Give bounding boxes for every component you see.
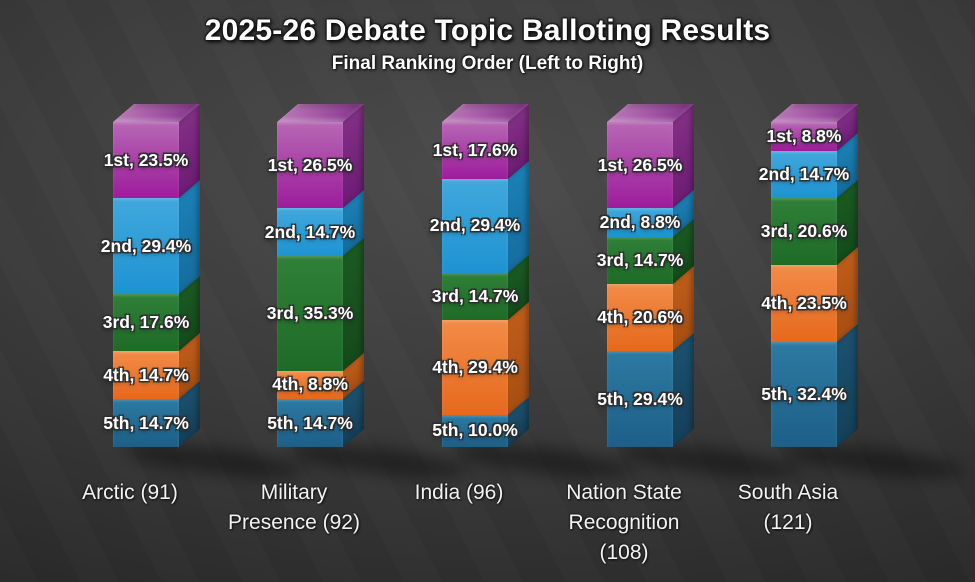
- category-label: Arctic (91): [42, 478, 218, 508]
- bar-front-segment: 2nd, 14.7%: [759, 150, 849, 199]
- bar-segment-label: 3rd, 20.6%: [760, 221, 848, 242]
- category-label: Military Presence (92): [206, 478, 382, 538]
- chart-subtitle: Final Ranking Order (Left to Right): [331, 53, 644, 74]
- bar-segment-label: 5th, 32.4%: [761, 383, 847, 404]
- category-label-line: South Asia: [737, 481, 839, 504]
- bar-front-segment: 5th, 29.4%: [597, 351, 683, 447]
- category-label-line: (108): [599, 541, 649, 564]
- bar-segment-label: 4th, 20.6%: [597, 307, 683, 328]
- bar-column: 1st, 23.5% 2nd, 29.4% 3rd, 17.6% 4th, 14.7%…: [101, 104, 201, 447]
- bar-front-segment: 3rd, 17.6%: [103, 294, 189, 352]
- bar-front-segment: 4th, 8.8%: [272, 370, 348, 400]
- bar-front-segment: 1st, 23.5%: [104, 122, 188, 199]
- bar-front-segment: 1st, 26.5%: [268, 122, 352, 209]
- bar-segment-label: 4th, 8.8%: [272, 374, 348, 395]
- bar-column: 1st, 17.6% 2nd, 29.4% 3rd, 14.7% 4th, 29.4%…: [430, 104, 530, 447]
- bar-segment-label: 1st, 17.6%: [432, 139, 518, 160]
- category-label-line: Arctic (91): [82, 481, 178, 504]
- bar-segment-label: 2nd, 29.4%: [100, 235, 192, 256]
- bar-front-segment: 2nd, 8.8%: [600, 208, 680, 237]
- bar-front-segment: 4th, 29.4%: [432, 320, 518, 415]
- bar-segment-label: 1st, 26.5%: [267, 154, 353, 175]
- bar-column: 1st, 8.8% 2nd, 14.7% 3rd, 20.6% 4th, 23.5% 5…: [759, 104, 859, 447]
- bar-front-face: 1st, 26.5% 2nd, 14.7% 3rd, 35.3% 4th, 8.8% 5…: [265, 122, 355, 447]
- chart-title: 2025-26 Debate Topic Balloting Results: [204, 14, 771, 47]
- bar-front-segment: 1st, 26.5%: [598, 122, 682, 209]
- category-label-line: Military: [260, 481, 328, 504]
- category-label: South Asia (121): [700, 478, 876, 538]
- bar-column: 1st, 26.5% 2nd, 8.8% 3rd, 14.7% 4th, 20.6% 5…: [597, 104, 695, 447]
- bar-segment-label: 2nd, 8.8%: [599, 211, 681, 232]
- category-label-line: Recognition: [568, 511, 680, 534]
- bar-front-segment: 3rd, 14.7%: [432, 273, 518, 321]
- category-label: Nation State Recognition (108): [536, 478, 712, 568]
- category-label-line: Presence (92): [228, 511, 360, 534]
- bar-front-segment: 3rd, 20.6%: [761, 198, 847, 266]
- bar-front-segment: 2nd, 14.7%: [265, 208, 355, 256]
- bar-segment-label: 1st, 26.5%: [597, 154, 683, 175]
- bar-segment-label: 3rd, 35.3%: [266, 302, 354, 323]
- bar-front-segment: 4th, 23.5%: [761, 265, 847, 342]
- bar-segment-label: 3rd, 14.7%: [596, 250, 684, 271]
- bar-front-face: 1st, 26.5% 2nd, 8.8% 3rd, 14.7% 4th, 20.6% 5…: [597, 122, 683, 447]
- bar-front-segment: 2nd, 29.4%: [101, 198, 191, 295]
- bar-segment-label: 4th, 14.7%: [103, 364, 189, 385]
- category-label-line: India (96): [414, 481, 504, 504]
- bar-segment-label: 5th, 10.0%: [432, 420, 518, 441]
- bar-segment-label: 2nd, 29.4%: [429, 215, 521, 236]
- bar-front-face: 1st, 17.6% 2nd, 29.4% 3rd, 14.7% 4th, 29.4%…: [430, 122, 520, 447]
- category-label: India (96): [371, 478, 547, 508]
- bar-segment-label: 5th, 14.7%: [103, 412, 189, 433]
- bar-segment-label: 4th, 23.5%: [761, 292, 847, 313]
- bar-front-segment: 2nd, 29.4%: [430, 178, 520, 274]
- bar-segment-label: 5th, 14.7%: [267, 412, 353, 433]
- bar-front-segment: 1st, 8.8%: [767, 122, 841, 151]
- title-block: 2025-26 Debate Topic Balloting Results F…: [0, 14, 975, 75]
- bar-segment-label: 1st, 23.5%: [103, 149, 189, 170]
- bar-front-face: 1st, 23.5% 2nd, 29.4% 3rd, 17.6% 4th, 14.7%…: [101, 122, 191, 447]
- bar-front-face: 1st, 8.8% 2nd, 14.7% 3rd, 20.6% 4th, 23.5% 5…: [759, 122, 849, 447]
- bar-segment-label: 4th, 29.4%: [432, 357, 518, 378]
- bar-front-segment: 5th, 14.7%: [267, 399, 353, 447]
- category-label-line: (121): [763, 511, 813, 534]
- bar-front-segment: 5th, 10.0%: [432, 414, 518, 447]
- bar-front-segment: 4th, 14.7%: [103, 351, 189, 400]
- bar-segment-label: 3rd, 14.7%: [431, 286, 519, 307]
- bar-segment-label: 3rd, 17.6%: [102, 312, 190, 333]
- bar-front-segment: 5th, 32.4%: [761, 341, 847, 447]
- bar-segment-label: 2nd, 14.7%: [758, 163, 850, 184]
- category-label-line: Nation State: [566, 481, 682, 504]
- bar-front-segment: 3rd, 14.7%: [597, 236, 683, 285]
- bar-segment-label: 1st, 8.8%: [766, 125, 842, 146]
- bar-front-segment: 5th, 14.7%: [103, 399, 189, 447]
- bar-front-segment: 1st, 17.6%: [433, 122, 517, 179]
- bar-segment-label: 5th, 29.4%: [597, 388, 683, 409]
- bar-front-segment: 4th, 20.6%: [597, 284, 683, 352]
- bar-segment-label: 2nd, 14.7%: [264, 221, 356, 242]
- bar-front-segment: 3rd, 35.3%: [267, 255, 353, 371]
- bar-column: 1st, 26.5% 2nd, 14.7% 3rd, 35.3% 4th, 8.8% 5…: [265, 104, 365, 447]
